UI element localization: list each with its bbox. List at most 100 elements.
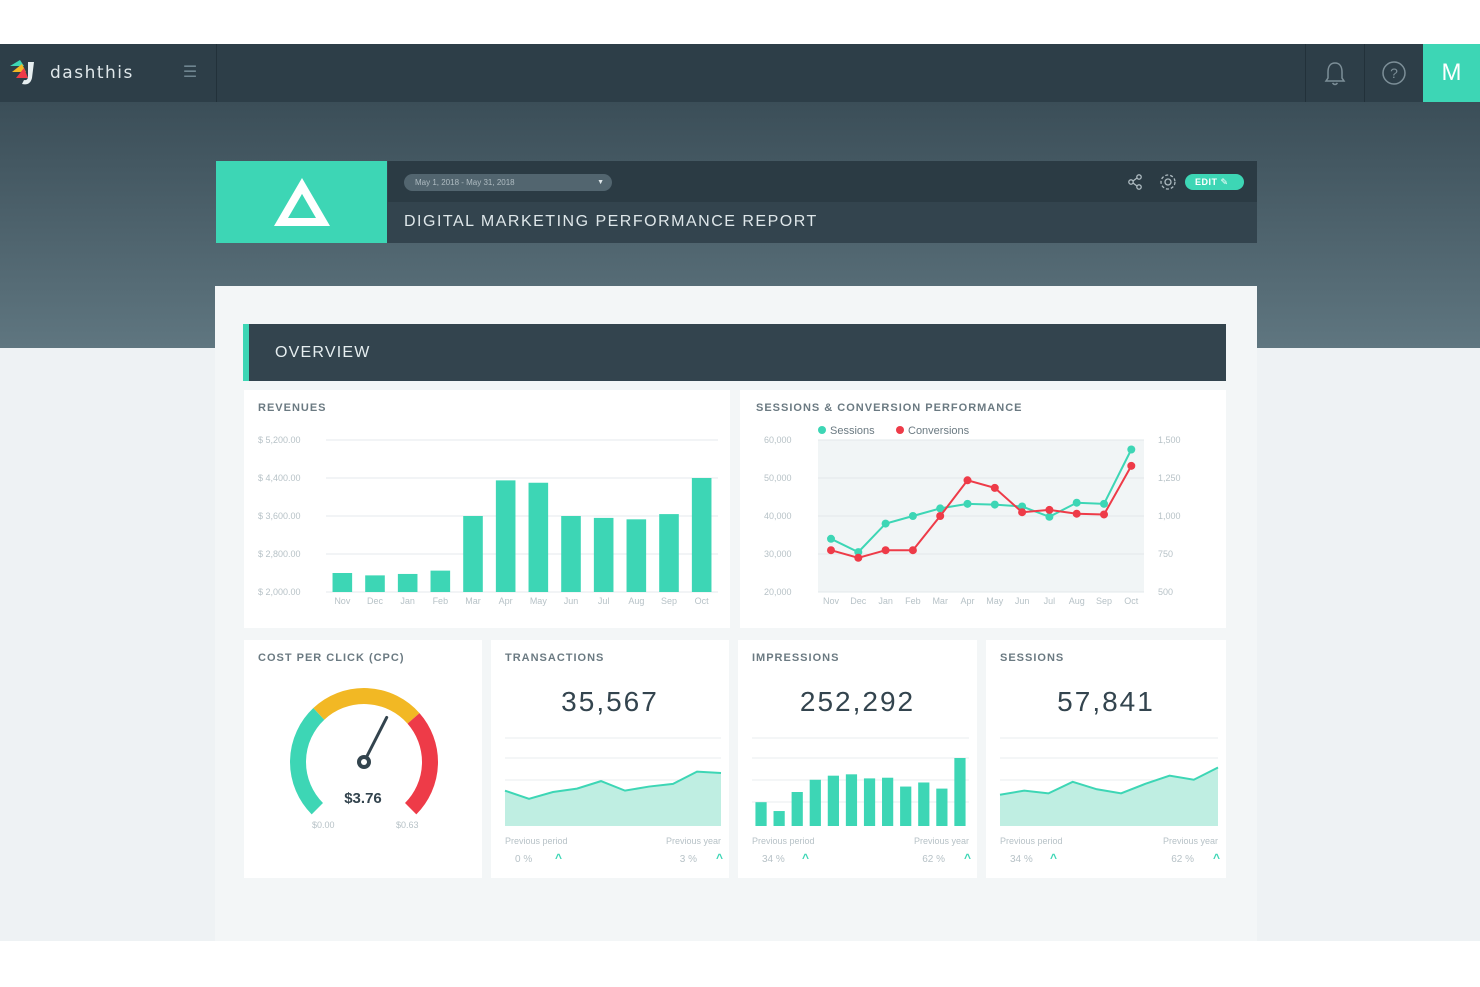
bar <box>561 516 581 592</box>
data-point <box>881 519 890 528</box>
bar <box>936 788 948 826</box>
x-tick-label: Mar <box>465 596 481 606</box>
kpi-value: 57,841 <box>1057 686 1155 717</box>
menu-icon[interactable]: ☰ <box>182 64 198 81</box>
data-point <box>908 512 917 520</box>
previous-year-label: Previous year <box>913 836 969 846</box>
x-tick-label: Oct <box>1124 596 1139 606</box>
bar <box>918 782 930 826</box>
bar <box>659 514 679 592</box>
cpc-widget[interactable]: COST PER CLICK (CPC) $3.76 $0.00 $0.63 <box>244 640 482 878</box>
data-point <box>1100 510 1108 519</box>
previous-period-label: Previous period <box>505 836 568 846</box>
date-range-select[interactable]: May 1, 2018 - May 31, 2018 ▼ <box>404 174 612 191</box>
gauge-red-segment <box>404 713 438 815</box>
arrow-up-icon: ^ <box>963 851 971 865</box>
series-line <box>830 449 1133 554</box>
user-avatar[interactable]: M <box>1423 44 1480 102</box>
right-y-tick-label: 1,500 <box>1158 435 1181 445</box>
x-tick-label: Jun <box>564 596 579 606</box>
data-point <box>963 476 972 485</box>
previous-year-pct: 62 % <box>1171 854 1194 865</box>
x-tick-label: Jan <box>400 596 415 606</box>
edit-label: EDIT <box>1195 177 1218 187</box>
svg-text:?: ? <box>1390 65 1398 81</box>
brand-name[interactable]: dashthis <box>50 63 134 83</box>
dashthis-logo-icon[interactable] <box>8 56 44 90</box>
x-tick-label: Nov <box>823 596 840 606</box>
left-y-tick-label: 30,000 <box>764 549 792 559</box>
data-point <box>990 483 999 492</box>
left-y-tick-label: 20,000 <box>764 587 792 597</box>
data-point <box>963 499 972 508</box>
previous-period-pct: 0 % <box>515 854 533 865</box>
date-range-value: May 1, 2018 - May 31, 2018 <box>415 178 515 187</box>
y-tick-label: $ 4,400.00 <box>258 473 301 483</box>
share-icon[interactable] <box>1126 173 1144 191</box>
previous-year-label: Previous year <box>1162 836 1218 846</box>
right-y-tick-label: 1,000 <box>1158 511 1181 521</box>
legend-swatch <box>818 426 826 434</box>
gauge-min-label: $0.00 <box>312 820 335 830</box>
data-point <box>881 546 890 555</box>
notifications-bell-icon[interactable] <box>1306 44 1364 102</box>
data-point <box>1045 505 1054 514</box>
impressions-widget[interactable]: IMPRESSIONS 252,292 Previous period Prev… <box>738 640 977 878</box>
right-y-tick-label: 500 <box>1158 587 1173 597</box>
y-tick-label: $ 3,600.00 <box>258 511 301 521</box>
x-tick-label: Feb <box>433 596 449 606</box>
sessions-conversion-chart: 20,000 500 30,000 750 40,000 1,000 50,000 1,250… <box>764 425 1181 606</box>
client-logo-icon <box>273 178 330 226</box>
sessions-widget[interactable]: SESSIONS 57,841 Previous period Previous… <box>986 640 1226 878</box>
previous-period-pct: 34 % <box>762 854 785 865</box>
bar <box>593 517 614 592</box>
area-fill <box>1000 767 1218 826</box>
previous-year-pct: 62 % <box>922 854 945 865</box>
bar <box>791 792 803 826</box>
x-tick-label: Dec <box>850 596 867 606</box>
previous-period-pct: 34 % <box>1010 854 1033 865</box>
x-tick-label: Sep <box>661 596 677 606</box>
x-tick-label: May <box>986 596 1004 606</box>
gear-icon[interactable] <box>1159 173 1177 191</box>
x-tick-label: Jul <box>1044 596 1056 606</box>
arrow-up-icon: ^ <box>715 851 723 865</box>
data-point <box>1072 509 1081 518</box>
transactions-widget[interactable]: TRANSACTIONS 35,567 Previous period Prev… <box>491 640 729 878</box>
section-title: OVERVIEW <box>275 344 371 361</box>
widget-title: SESSIONS <box>1000 652 1065 664</box>
x-tick-label: Jul <box>598 596 610 606</box>
divider <box>1364 44 1365 102</box>
report-header: May 1, 2018 - May 31, 2018 ▼ DIGITAL MAR… <box>216 161 1257 243</box>
widget-title: SESSIONS & CONVERSION PERFORMANCE <box>756 402 1023 414</box>
bar <box>397 573 418 592</box>
arrow-up-icon: ^ <box>555 851 563 865</box>
data-point <box>854 553 863 562</box>
sessions-chart <box>999 737 1219 826</box>
help-icon[interactable]: ? <box>1365 44 1423 102</box>
data-point <box>1018 502 1027 511</box>
previous-period-label: Previous period <box>752 836 815 846</box>
bar <box>691 478 712 592</box>
sessions-conversion-widget[interactable]: SESSIONS & CONVERSION PERFORMANCE 20,000… <box>740 390 1226 628</box>
divider <box>1305 44 1306 102</box>
data-point <box>990 500 999 509</box>
legend-label: Conversions <box>908 425 970 437</box>
divider <box>216 44 217 102</box>
edit-button[interactable]: EDIT ✎ <box>1185 174 1244 190</box>
bar <box>528 482 549 592</box>
report-title: DIGITAL MARKETING PERFORMANCE REPORT <box>404 213 818 230</box>
left-y-tick-label: 60,000 <box>764 435 792 445</box>
bar <box>809 779 821 826</box>
impressions-chart <box>752 737 969 826</box>
y-tick-label: $ 2,000.00 <box>258 587 301 597</box>
bar <box>495 480 516 592</box>
revenues-widget[interactable]: REVENUES $ 2,000.00 $ 2,800.00 $ 3,600.00 $… <box>244 390 730 628</box>
data-point <box>854 548 863 557</box>
data-point <box>1127 461 1136 470</box>
previous-year-pct: 3 % <box>679 854 697 865</box>
data-point <box>1127 445 1136 454</box>
gauge-needle <box>362 715 389 764</box>
app-window: dashthis ☰ ? M May 1, 2018 - May 31, 201… <box>0 44 1480 941</box>
x-tick-label: Sep <box>1096 596 1112 606</box>
